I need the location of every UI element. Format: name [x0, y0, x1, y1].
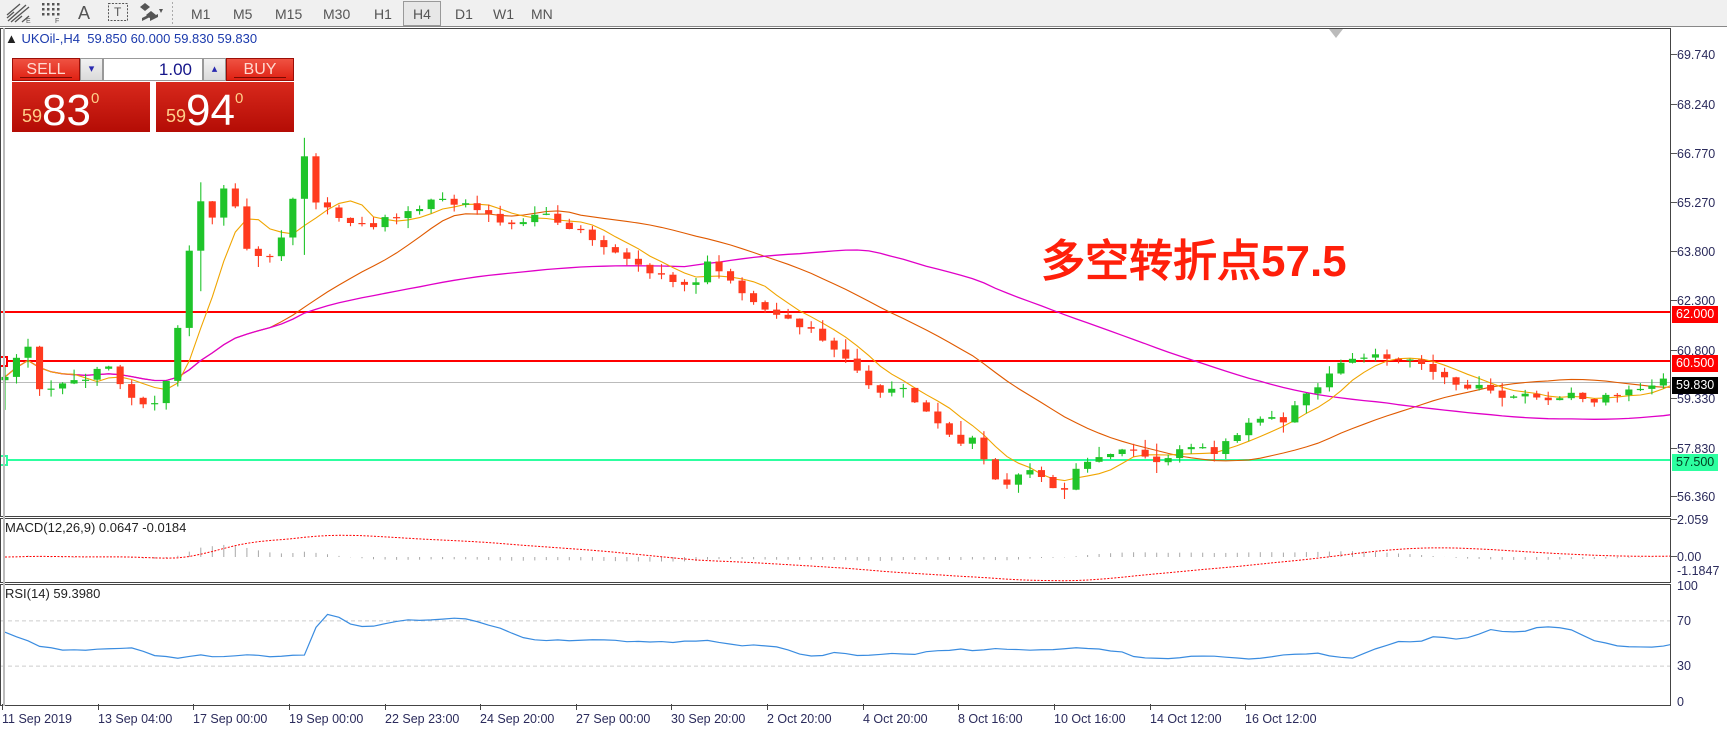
svg-text:E: E — [26, 18, 31, 24]
svg-text:F: F — [55, 18, 59, 24]
svg-text:T: T — [114, 5, 122, 19]
